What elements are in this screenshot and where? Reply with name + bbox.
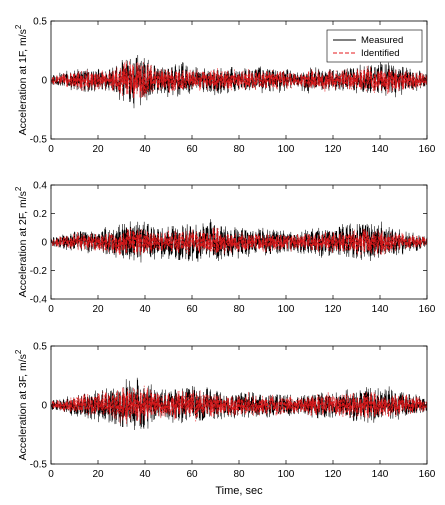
legend: Measured Identified — [326, 29, 423, 63]
panel-3F-xtick-label: 0 — [48, 469, 54, 480]
panel-3F-ytick-label: 0.5 — [33, 342, 47, 353]
panel-2F-ytick-label: 0.2 — [33, 209, 47, 220]
panel-3F-ytick-label: 0 — [41, 401, 47, 412]
panel-2F-xtick-label: 100 — [278, 304, 295, 315]
panel-2F-ylabel: Acceleration at 2F, m/s2 — [14, 186, 29, 297]
panel-2F-xtick-label: 120 — [325, 304, 342, 315]
panel-1F-xtick-label: 140 — [372, 144, 389, 155]
panel-3F-xtick-label: 160 — [419, 469, 436, 480]
panel-1F-xtick-label: 0 — [48, 144, 54, 155]
panel-3F-traces — [50, 377, 428, 431]
panel-2F: 0 20 40 60 80 100 120 140 160 -0.4 -0.2 0 0.2 0.4 Acc… — [14, 181, 436, 316]
panel-2F-traces — [50, 219, 428, 263]
panel-3F-xtick-label: 80 — [233, 469, 245, 480]
panel-2F-ytick-label: 0 — [41, 238, 47, 249]
panel-2F-identified-line — [50, 227, 428, 256]
panel-1F-xtick-label: 120 — [325, 144, 342, 155]
panel-3F: 0 20 40 60 80 100 120 140 160-0.500.5 Accelerati… — [14, 342, 436, 498]
panel-2F-ytick-label: 0.4 — [33, 181, 47, 192]
panel-2F-xtick-label: 160 — [419, 304, 436, 315]
legend-identified-label: Identified — [361, 48, 400, 59]
panel-3F-ylabel: Acceleration at 3F, m/s2 — [14, 349, 29, 460]
panel-2F-xtick-label: 140 — [372, 304, 389, 315]
panel-1F-xtick-label: 40 — [139, 144, 151, 155]
panel-3F-identified-line — [50, 385, 428, 424]
panel-1F-xtick-label: 60 — [186, 144, 198, 155]
panel-3F-ticks: 0 20 40 60 80 100 120 140 160-0.500.5 — [30, 342, 436, 481]
panel-2F-xtick-label: 20 — [92, 304, 104, 315]
panel-3F-xtick-label: 100 — [278, 469, 295, 480]
panel-3F-xtick-label: 20 — [92, 469, 104, 480]
panel-2F-xtick-label: 80 — [233, 304, 245, 315]
panel-2F-ticks: 0 20 40 60 80 100 120 140 160 -0.4 -0.2 0 0.2 0.4 — [30, 181, 436, 316]
legend-measured-label: Measured — [361, 35, 403, 46]
panel-1F: 0 20 40 60 80 100 120 140 160-0.500.5 Accelerati… — [14, 17, 436, 156]
legend-box — [326, 29, 423, 63]
panel-2F-ytick-label: -0.4 — [30, 295, 48, 306]
panel-1F-xtick-label: 80 — [233, 144, 245, 155]
panel-1F-identified-line — [50, 60, 428, 99]
panel-1F-traces — [50, 55, 428, 109]
panel-1F-xtick-label: 100 — [278, 144, 295, 155]
panel-3F-xtick-label: 60 — [186, 469, 198, 480]
panel-3F-xlabel: Time, sec — [215, 485, 263, 497]
panel-3F-ytick-label: -0.5 — [30, 460, 48, 471]
panel-2F-xtick-label: 40 — [139, 304, 151, 315]
panel-2F-xtick-label: 0 — [48, 304, 54, 315]
panel-3F-xtick-label: 140 — [372, 469, 389, 480]
panel-1F-xtick-label: 20 — [92, 144, 104, 155]
panel-1F-ylabel: Acceleration at 1F, m/s2 — [14, 24, 29, 135]
panel-3F-xtick-label: 40 — [139, 469, 151, 480]
panel-1F-ytick-label: -0.5 — [30, 135, 48, 146]
panel-2F-ytick-label: -0.2 — [30, 266, 48, 277]
panel-3F-xtick-label: 120 — [325, 469, 342, 480]
panel-1F-xtick-label: 160 — [419, 144, 436, 155]
panel-2F-xtick-label: 60 — [186, 304, 198, 315]
panel-1F-ytick-label: 0 — [41, 76, 47, 87]
panel-1F-ticks: 0 20 40 60 80 100 120 140 160-0.500.5 — [30, 17, 436, 156]
panel-1F-ytick-label: 0.5 — [33, 17, 47, 28]
